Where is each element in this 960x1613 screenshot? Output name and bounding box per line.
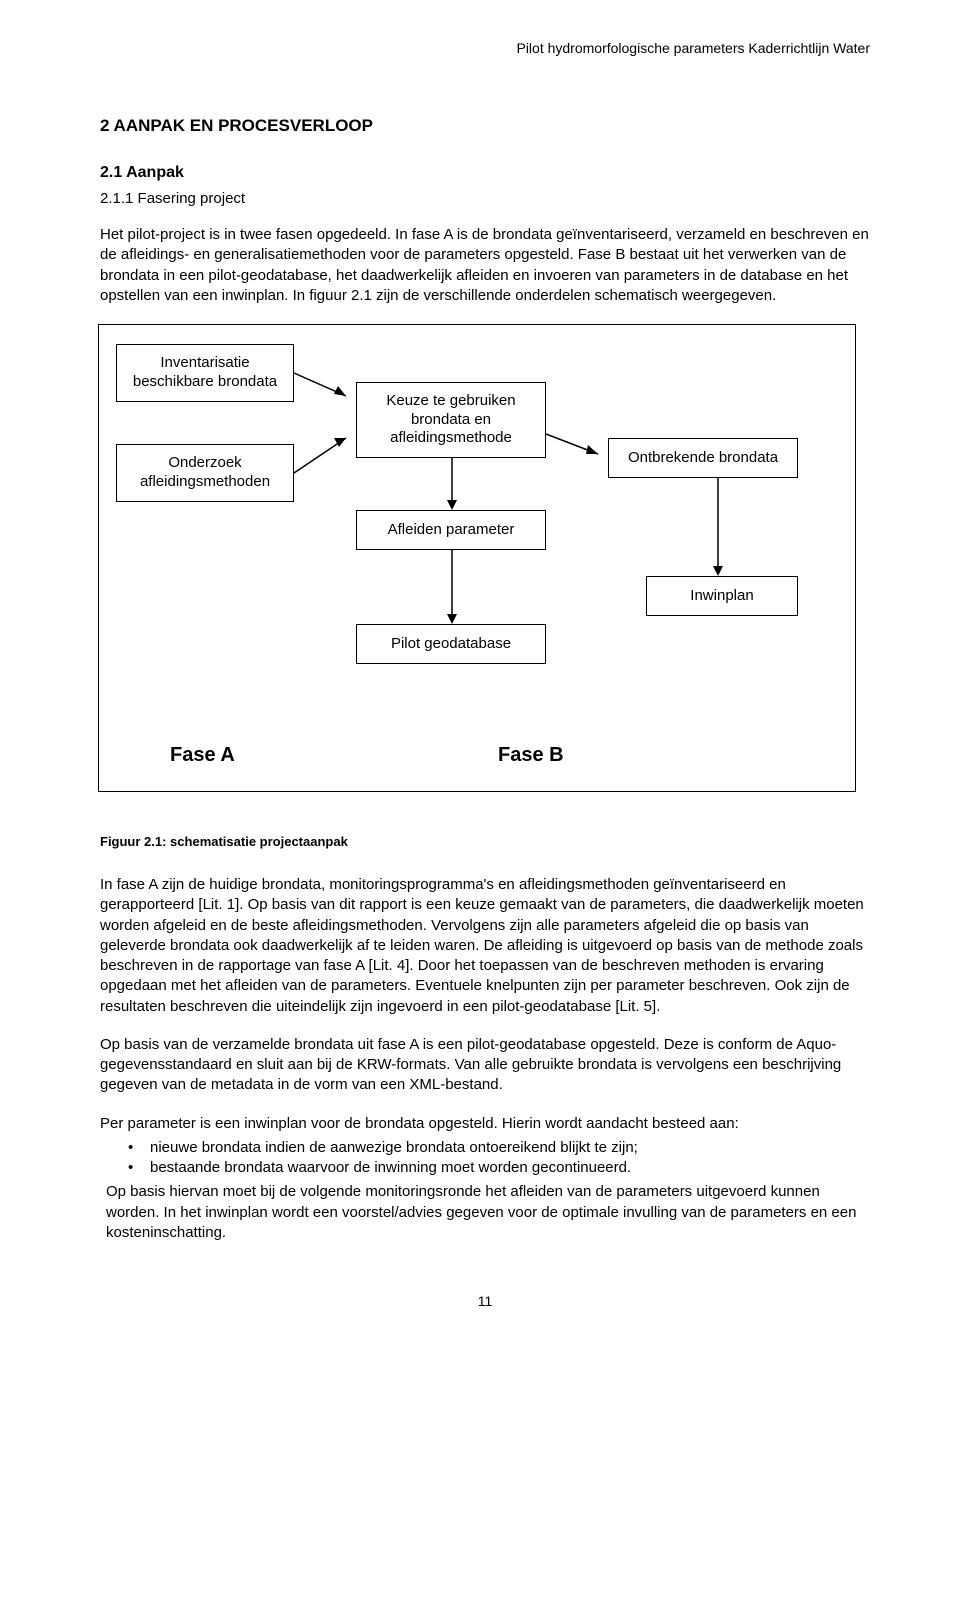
phase-a-label: Fase A [170, 744, 235, 767]
bullet-list: nieuwe brondata indien de aanwezige bron… [128, 1138, 870, 1179]
arrow-inventarisatie-keuze [294, 368, 356, 398]
node-ontbrekende: Ontbrekende brondata [608, 438, 798, 478]
list-item: nieuwe brondata indien de aanwezige bron… [128, 1138, 870, 1158]
paragraph-inwinplan-intro: Per parameter is een inwinplan voor de b… [100, 1114, 870, 1134]
arrow-afleiden-geodatabase [444, 550, 460, 624]
heading-2-1-1: 2.1.1 Fasering project [100, 190, 870, 207]
node-inwinplan: Inwinplan [646, 576, 798, 616]
list-item: bestaande brondata waarvoor de inwinning… [128, 1158, 870, 1178]
arrow-keuze-afleiden [444, 458, 460, 510]
phase-b-label: Fase B [498, 744, 564, 767]
paragraph-fase-a: In fase A zijn de huidige brondata, moni… [100, 875, 870, 1017]
figure-caption: Figuur 2.1: schematisatie projectaanpak [100, 834, 870, 849]
node-keuze: Keuze te gebruiken brondata en afleiding… [356, 382, 546, 458]
arrow-keuze-ontbrekende [546, 430, 608, 460]
node-afleiden: Afleiden parameter [356, 510, 546, 550]
running-header: Pilot hydromorfologische parameters Kade… [100, 40, 870, 56]
node-inventarisatie: Inventarisatie beschikbare brondata [116, 344, 294, 402]
node-geodatabase: Pilot geodatabase [356, 624, 546, 664]
figure-2-1: Inventarisatie beschikbare brondata Onde… [98, 324, 858, 824]
paragraph-geodatabase: Op basis van de verzamelde brondata uit … [100, 1035, 870, 1096]
heading-2: 2 AANPAK EN PROCESVERLOOP [100, 116, 870, 136]
arrow-ontbrekende-inwinplan [710, 478, 726, 576]
page-number: 11 [100, 1293, 870, 1309]
paragraph-inwinplan-after: Op basis hiervan moet bij de volgende mo… [106, 1182, 870, 1243]
node-onderzoek: Onderzoek afleidingsmethoden [116, 444, 294, 502]
arrow-onderzoek-keuze [294, 432, 356, 476]
heading-2-1: 2.1 Aanpak [100, 164, 870, 182]
paragraph-intro: Het pilot-project is in twee fasen opged… [100, 225, 870, 306]
